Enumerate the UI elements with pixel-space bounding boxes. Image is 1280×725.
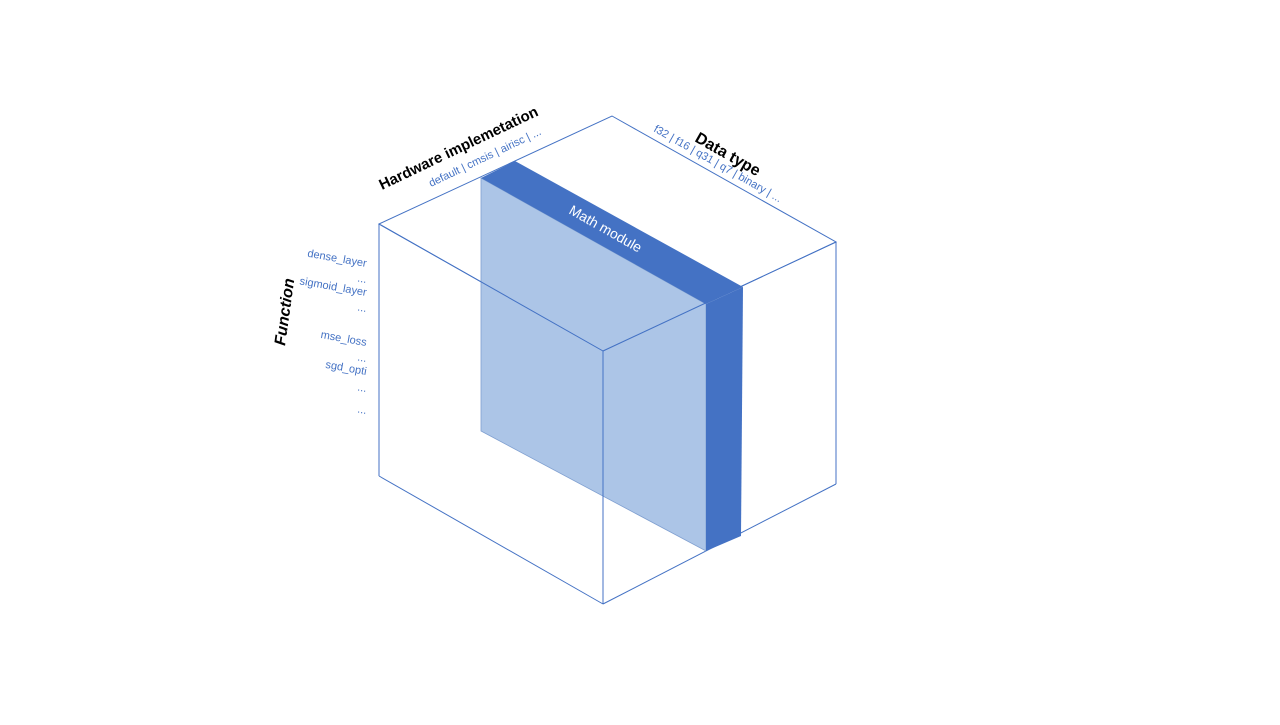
math-module-side-face [706,287,743,551]
math-module-slab: Math module [480,161,743,552]
function-axis-title: Function [272,277,298,346]
cube-edge-front-left [378,223,604,352]
function-items: dense_layer ... sigmoid_layer ... mse_lo… [299,248,368,417]
cube-edge-bottom-left [378,475,604,605]
cube-edge-front-right [602,241,837,352]
function-item: ... [356,273,367,286]
math-module-top-face [481,161,743,304]
function-item: mse_loss [320,329,368,349]
cube-front-edges [378,223,837,604]
function-item: ... [356,404,367,417]
function-item: ... [356,352,367,365]
function-item: dense_layer [306,248,367,270]
data-type-axis-items: f32 | f16 | q31 | q7 | binary | ... [652,123,784,205]
function-item: ... [356,382,367,395]
function-item: ... [356,302,367,315]
